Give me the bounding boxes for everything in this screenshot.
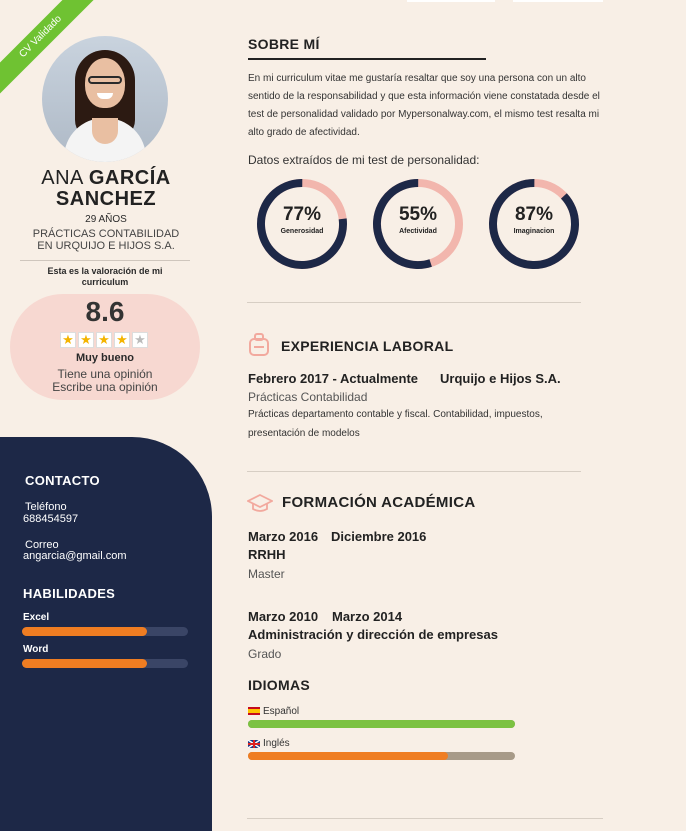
trait-name: Afectividad	[399, 228, 437, 235]
profile-name: ANA GARCÍA SANCHEZ	[0, 168, 212, 210]
language-bar-fill	[248, 752, 449, 760]
skill-bar	[22, 659, 188, 668]
languages-title: IDIOMAS	[248, 677, 310, 693]
education-title: FORMACIÓN ACADÉMICA	[282, 494, 476, 511]
left-column: ANA GARCÍA SANCHEZ 29 AÑOS PRÁCTICAS CON…	[0, 0, 212, 831]
rating-score: 8.6	[85, 296, 125, 327]
skills-title: HABILIDADES	[23, 586, 116, 601]
phone-label: Teléfono	[25, 501, 67, 513]
star-icon: ★	[96, 332, 112, 348]
profile-photo	[42, 36, 168, 162]
star-icon: ★	[60, 332, 76, 348]
donut-ring	[489, 179, 579, 269]
traits-label: Datos extraídos de mi test de personalid…	[248, 153, 480, 167]
education-type: Master	[248, 567, 285, 581]
profile-job: PRÁCTICAS CONTABILIDAD EN URQUIJO E HIJO…	[0, 228, 212, 252]
skill-name: Word	[23, 644, 49, 655]
top-tab-right	[513, 0, 603, 2]
education-start: Marzo 2010	[248, 609, 319, 624]
experience-company: Urquijo e Hijos S.A.	[440, 371, 561, 386]
rating-label: Esta es la valoración de mi curriculum	[47, 266, 163, 287]
language-name: Español	[263, 706, 300, 717]
last-name-2: SANCHEZ	[55, 188, 157, 210]
star-empty-icon: ★	[132, 332, 148, 348]
write-opinion-link[interactable]: Escribe una opinión	[52, 380, 158, 394]
graduation-cap-icon	[247, 494, 273, 512]
education-type: Grado	[248, 647, 282, 661]
trait-name: Imaginacion	[513, 228, 555, 235]
divider	[20, 260, 190, 261]
experience-desc: Prácticas departamento contable y fiscal…	[248, 405, 543, 443]
backpack-icon	[249, 333, 269, 356]
experience-desc-line-1: Prácticas departamento contable y fiscal…	[248, 409, 543, 420]
top-tab-left	[407, 0, 495, 2]
rating-stars: ★ ★ ★ ★ ★	[60, 332, 148, 348]
about-text: En mi curriculum vitae me gustaría resal…	[248, 73, 600, 138]
opinion-count-link[interactable]: Tiene una opinión	[57, 367, 153, 381]
trait-value: 87%	[514, 204, 554, 225]
contact-title: CONTACTO	[25, 473, 100, 488]
phone-value[interactable]: 688454597	[23, 513, 79, 525]
education-start: Marzo 2016	[248, 529, 319, 544]
trait-value: 77%	[282, 204, 322, 225]
email-label: Correo	[25, 539, 59, 551]
section-divider	[247, 302, 581, 303]
donut-ring	[257, 179, 347, 269]
rating-box: 8.6 ★ ★ ★ ★ ★ Muy bueno Tiene una opinió…	[10, 294, 200, 400]
profile-age: 29 AÑOS	[85, 214, 127, 225]
language-bar-fill	[248, 720, 515, 728]
skill-bar	[22, 627, 188, 636]
donut-ring	[373, 179, 463, 269]
section-divider	[247, 471, 581, 472]
rating-verdict: Muy bueno	[75, 352, 135, 364]
skill-bar-fill	[22, 627, 147, 636]
uk-flag-icon	[248, 740, 260, 748]
about-underline	[248, 58, 486, 60]
validated-ribbon-label: CV Validado	[0, 0, 102, 98]
language-name: Inglés	[263, 738, 290, 749]
trait-value: 55%	[398, 204, 438, 225]
first-name: ANA	[41, 167, 83, 189]
education-end: Marzo 2014	[332, 609, 403, 624]
language-bar	[248, 720, 515, 728]
trait-donut: 55% Afectividad	[372, 178, 464, 270]
experience-period: Febrero 2017 - Actualmente	[248, 371, 419, 386]
skill-name: Excel	[23, 612, 50, 623]
skill-bar-fill	[22, 659, 147, 668]
trait-donut: 87% Imaginacion	[488, 178, 580, 270]
education-name: Administración y dirección de empresas	[248, 627, 498, 642]
trait-donut: 77% Generosidad	[256, 178, 348, 270]
validated-ribbon: CV Validado	[0, 0, 110, 110]
education-name: RRHH	[248, 547, 286, 562]
experience-role: Prácticas Contabilidad	[248, 390, 368, 404]
star-icon: ★	[114, 332, 130, 348]
education-end: Diciembre 2016	[331, 529, 427, 544]
job-line-1: PRÁCTICAS CONTABILIDAD	[32, 228, 180, 240]
email-value[interactable]: angarcia@gmail.com	[23, 550, 127, 562]
job-line-2: EN URQUIJO E HIJOS S.A.	[37, 240, 175, 252]
section-divider	[247, 818, 603, 819]
spain-flag-icon	[248, 707, 260, 715]
last-name-1: GARCÍA	[88, 167, 171, 189]
trait-name: Generosidad	[280, 228, 324, 235]
experience-desc-line-2: presentación de modelos	[248, 428, 360, 439]
experience-title: EXPERIENCIA LABORAL	[281, 338, 454, 354]
about-title: SOBRE MÍ	[248, 36, 320, 52]
star-icon: ★	[78, 332, 94, 348]
language-bar	[248, 752, 515, 760]
contact-panel: CONTACTO Teléfono 688454597 Correo angar…	[0, 437, 212, 831]
